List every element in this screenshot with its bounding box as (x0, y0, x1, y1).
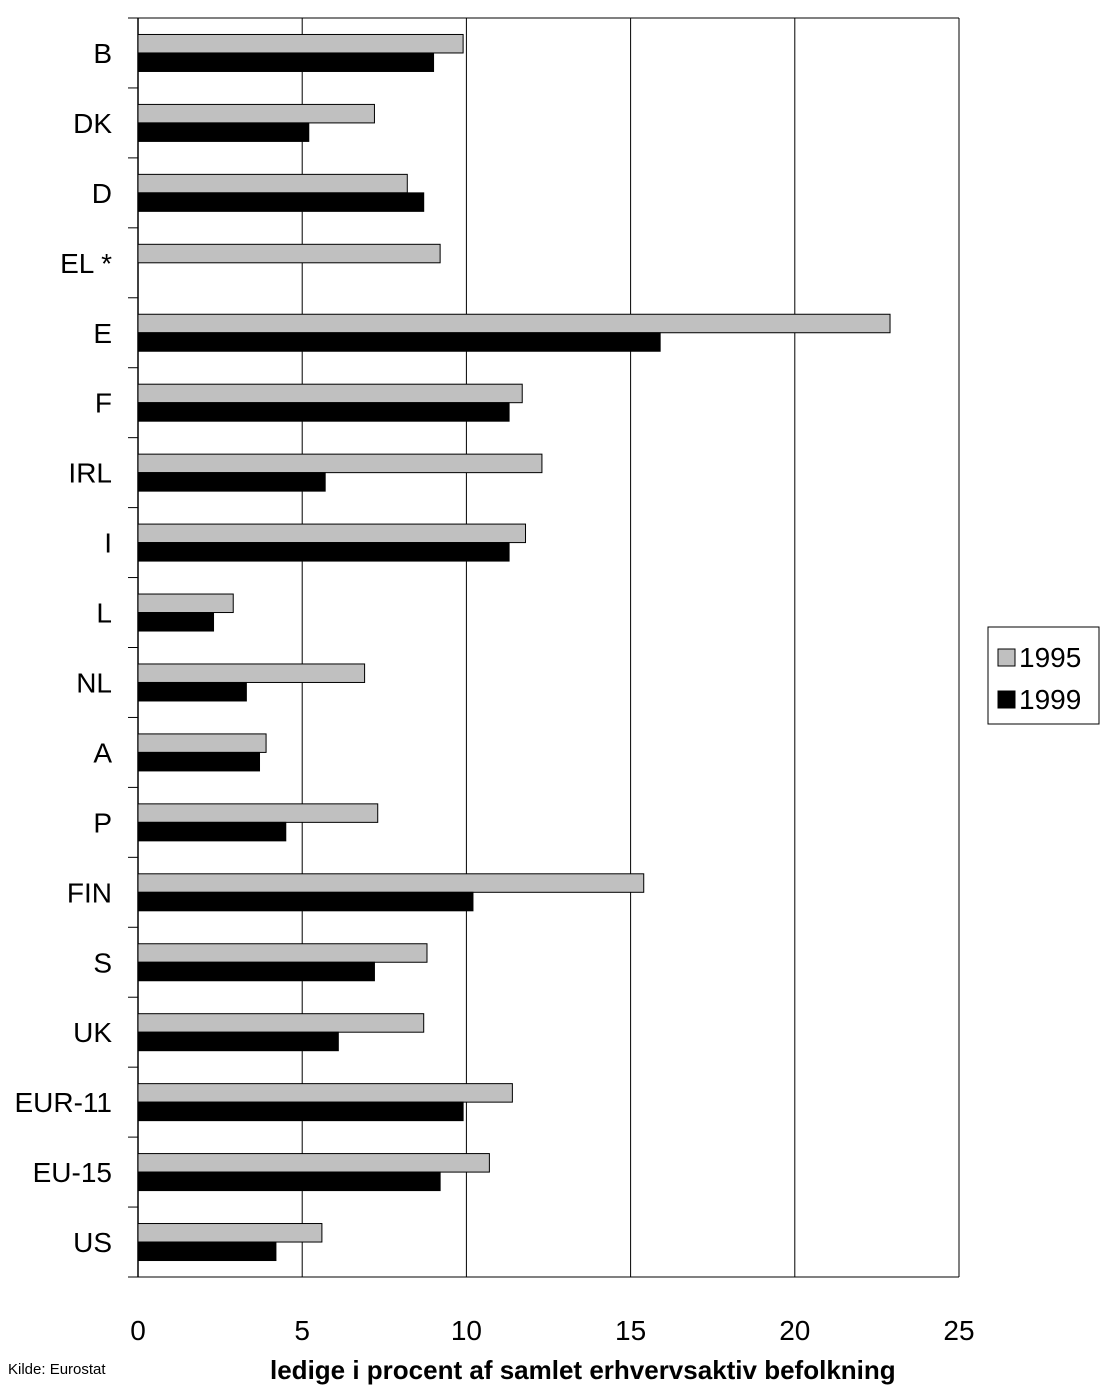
category-label-E: E (93, 318, 112, 349)
bar-UK-1999 (137, 1031, 339, 1052)
category-label-DK: DK (73, 108, 112, 139)
category-labels: B DK D EL * E F IRL I L NL A P FIN S UK EUR-11 EU-15 US (14, 38, 112, 1258)
x-axis-label: ledige i procent af samlet erhvervsaktiv… (270, 1355, 896, 1385)
bar-E-1995 (137, 313, 891, 334)
bar-EU-15-1995 (137, 1153, 490, 1173)
bar-EU-15-1999 (137, 1171, 441, 1192)
bar-NL-1995 (137, 663, 366, 683)
bars (137, 33, 891, 1262)
bar-E-1999 (137, 332, 661, 352)
category-label-I: I (104, 528, 112, 559)
bar-DK-1999 (137, 122, 310, 142)
bar-US-1999 (137, 1241, 277, 1262)
category-label-US: US (73, 1227, 112, 1258)
bar-L-1999 (137, 612, 215, 632)
bar-DK-1995 (137, 103, 375, 124)
x-tick-labels: 0 5 10 15 20 25 (130, 1315, 974, 1346)
bar-P-1995 (137, 803, 379, 823)
bar-L-1995 (137, 593, 234, 614)
category-label-UK: UK (73, 1017, 112, 1048)
plot-frame (128, 17, 960, 1278)
category-label-B: B (93, 38, 112, 69)
bar-F-1995 (137, 383, 523, 404)
source-note: Kilde: Eurostat (8, 1361, 106, 1378)
bar-B-1995 (137, 33, 464, 54)
category-label-P: P (93, 807, 112, 838)
bar-I-1999 (137, 542, 510, 562)
bar-D-1995 (137, 173, 408, 194)
bar-B-1999 (137, 52, 435, 72)
bar-D-1999 (137, 192, 425, 212)
bar-IRL-1999 (137, 472, 326, 492)
legend-swatch-1999 (997, 690, 1016, 709)
bar-P-1999 (137, 821, 287, 842)
bar-EUR-11-1995 (137, 1083, 513, 1103)
category-label-FIN: FIN (67, 877, 112, 908)
category-label-L: L (96, 598, 112, 629)
bar-UK-1995 (137, 1013, 425, 1033)
bar-A-1999 (137, 751, 261, 772)
bar-A-1995 (137, 733, 267, 753)
bar-IRL-1995 (137, 453, 543, 474)
x-tick-label-15: 15 (615, 1315, 646, 1346)
bar-EL *-1995 (137, 243, 441, 264)
bar-S-1999 (137, 961, 375, 982)
bar-I-1995 (137, 523, 527, 544)
bar-US-1995 (137, 1223, 323, 1243)
legend-label-1995: 1995 (1019, 642, 1081, 673)
x-tick-label-20: 20 (779, 1315, 810, 1346)
category-label-EU-15: EU-15 (33, 1157, 112, 1188)
bar-FIN-1999 (137, 891, 474, 912)
bar-S-1995 (137, 943, 428, 963)
bar-NL-1999 (137, 681, 247, 702)
category-label-D: D (92, 178, 112, 209)
category-label-IRL: IRL (68, 458, 112, 489)
x-tick-label-25: 25 (943, 1315, 974, 1346)
x-tick-label-5: 5 (294, 1315, 310, 1346)
bar-EUR-11-1999 (137, 1101, 464, 1122)
legend-label-1999: 1999 (1019, 684, 1081, 715)
x-tick-label-0: 0 (130, 1315, 146, 1346)
category-label-EUR-11: EUR-11 (14, 1087, 112, 1118)
category-label-F: F (95, 388, 112, 419)
category-label-A: A (93, 737, 112, 768)
category-label-EL *: EL * (60, 248, 112, 279)
category-label-NL: NL (76, 667, 112, 698)
x-tick-label-10: 10 (451, 1315, 482, 1346)
bar-F-1999 (137, 402, 510, 422)
legend: 1995 1999 (987, 626, 1100, 725)
category-label-S: S (93, 947, 112, 978)
bar-FIN-1995 (137, 873, 645, 893)
legend-swatch-1995 (997, 648, 1016, 667)
